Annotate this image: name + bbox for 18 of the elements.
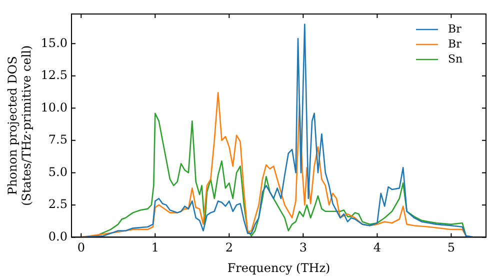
legend-label: Sn — [448, 52, 463, 66]
y-tick-label: 0.0 — [48, 229, 68, 244]
x-tick-label: 1 — [151, 240, 159, 255]
y-tick-label: 12.5 — [40, 68, 68, 82]
x-tick-label: 5 — [447, 240, 456, 255]
x-axis-title: Frequency (THz) — [227, 260, 330, 275]
y-tick-label: 10.0 — [40, 100, 68, 114]
y-tick-label: 7.5 — [48, 132, 68, 147]
legend-label: Br — [448, 22, 462, 36]
x-tick-label: 3 — [299, 240, 308, 255]
x-tick-label: 2 — [225, 240, 233, 255]
y-tick-label: 5.0 — [48, 164, 68, 179]
y-axis-title: Phonon projected DOS (States/THz·primitive cell) — [5, 45, 34, 206]
y-tick-label: 2.5 — [48, 197, 68, 212]
y-tick-label: 15.0 — [40, 36, 68, 50]
legend-label: Br — [448, 37, 462, 50]
x-tick-label: 0 — [77, 240, 85, 255]
x-tick-label: 4 — [373, 240, 382, 255]
